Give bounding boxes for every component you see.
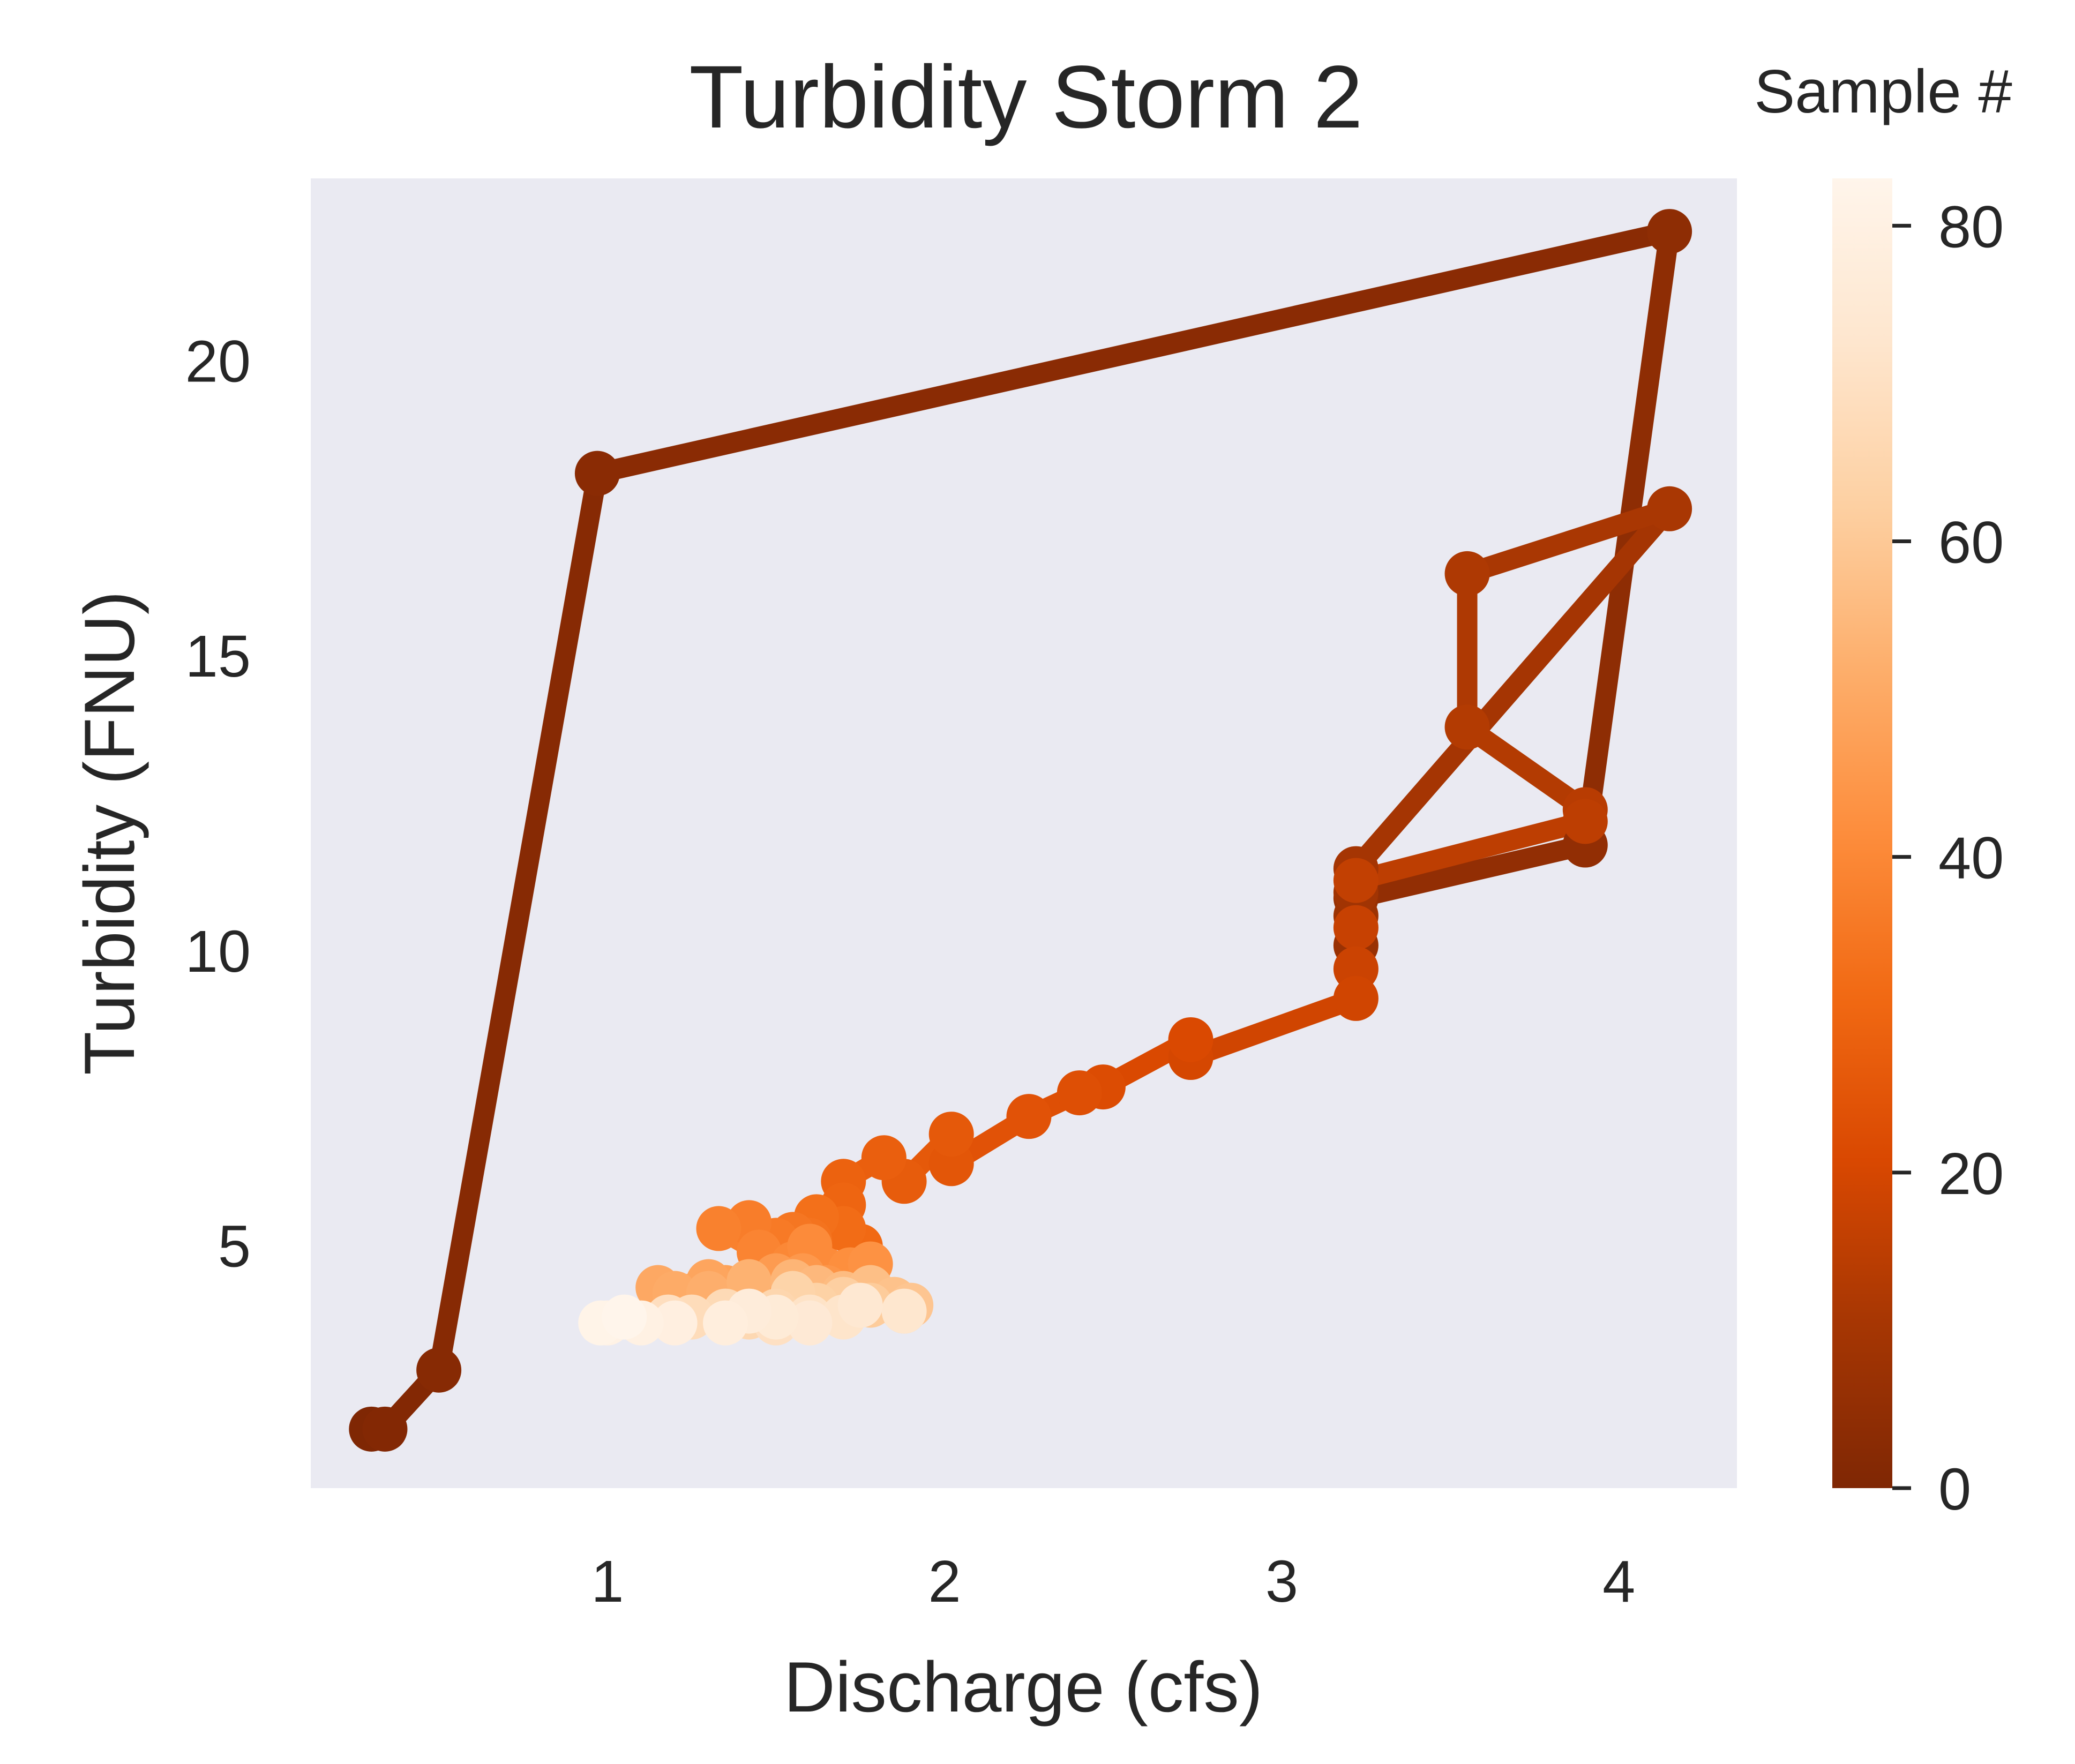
data-point [1562,799,1608,844]
data-point [1168,1017,1213,1062]
series-line-segment [587,221,1680,484]
data-point [1444,704,1490,750]
data-point [602,1294,647,1340]
data-point [861,1135,907,1181]
series-points [349,209,1692,1452]
x-axis-ticks: 1 2 3 4 [591,1549,1635,1615]
series-line-segment [429,463,608,1380]
x-tick-label: 3 [1265,1549,1298,1615]
y-tick-label: 15 [185,624,251,689]
data-point [837,1282,883,1328]
data-point [1333,975,1379,1021]
data-point [787,1300,833,1346]
data-point [1333,858,1379,903]
data-point [928,1112,974,1157]
data-point [362,1406,408,1452]
data-point [703,1300,748,1346]
colorbar-tick-label: 20 [1938,1141,2004,1207]
series-line-segment [1457,717,1595,820]
series-line-segment [1345,498,1680,879]
data-point [696,1206,741,1251]
data-point [652,1300,698,1346]
chart-title: Turbidity Storm 2 [689,48,1363,147]
colorbar-tick-label: 0 [1938,1457,1971,1522]
data-point [1333,905,1379,950]
data-point [1647,486,1692,531]
y-axis-ticks: 5 10 15 20 [185,328,251,1279]
x-tick-label: 2 [928,1549,961,1615]
data-point [574,451,620,496]
colorbar-tick-label: 80 [1938,194,2004,260]
y-axis-label: Turbidity (FNU) [70,591,149,1075]
y-tick-label: 20 [185,328,251,394]
y-tick-label: 10 [185,919,251,985]
data-point [1006,1094,1052,1139]
series-line-segment [1180,988,1366,1068]
data-point [1057,1070,1102,1116]
y-tick-label: 5 [218,1213,251,1279]
colorbar-tick-label: 40 [1938,825,2004,891]
data-point [416,1347,462,1393]
data-point [881,1288,927,1334]
series-line-segment [1575,221,1680,855]
data-point [1444,551,1490,596]
x-tick-label: 1 [591,1549,624,1615]
colorbar [1832,178,1892,1488]
colorbar-ticks: 0 20 40 60 80 [1892,194,2004,1522]
series-line-segment [1345,811,1595,891]
colorbar-tick-label: 60 [1938,510,2004,576]
series-line-segment [1457,498,1680,584]
x-tick-label: 4 [1602,1549,1635,1615]
x-axis-label: Discharge (cfs) [784,1648,1263,1727]
colorbar-title: Sample # [1754,58,2012,126]
series-line-segment [1345,835,1595,909]
data-point [1647,209,1692,254]
